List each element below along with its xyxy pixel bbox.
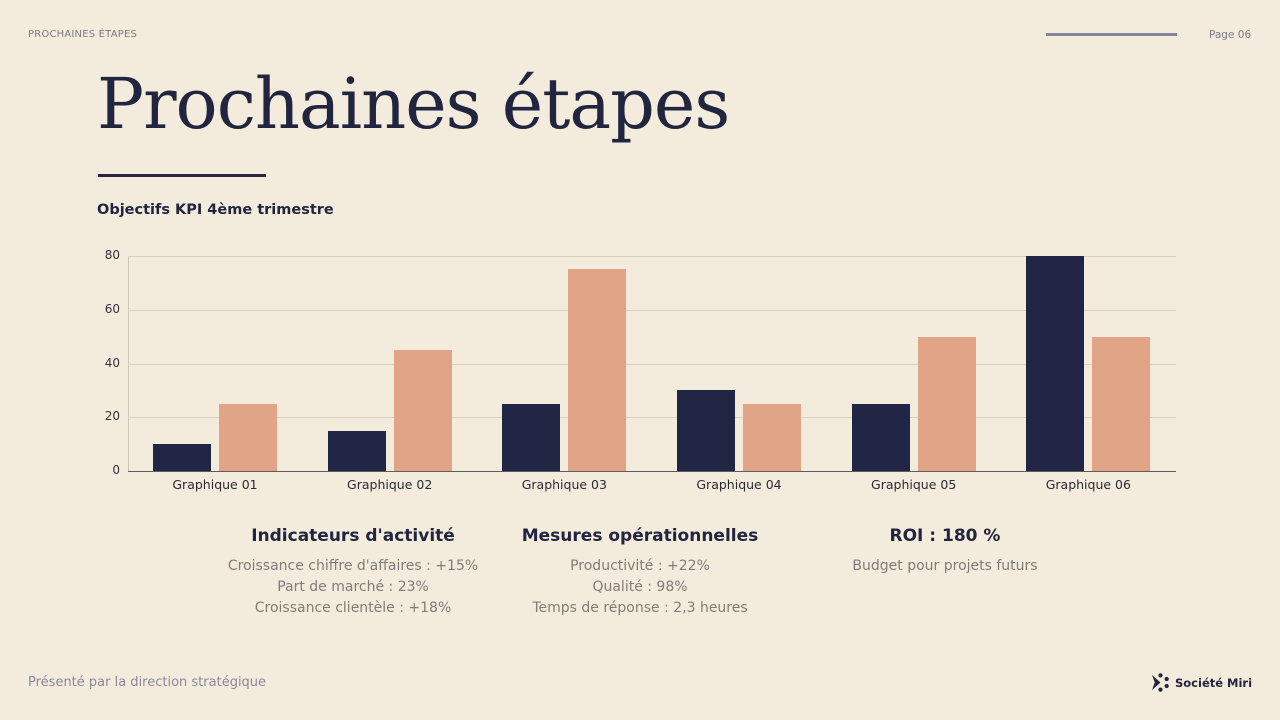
- gridline: [128, 256, 1176, 257]
- kpi-line: Temps de réponse : 2,3 heures: [532, 600, 748, 616]
- header-divider: [1046, 33, 1177, 36]
- bar-series-2: [568, 269, 627, 471]
- bar-series-1: [677, 390, 735, 471]
- section-label: PROCHAINES ÉTAPES: [28, 29, 138, 40]
- kpi-line: Budget pour projets futurs: [852, 558, 1038, 574]
- bar-series-2: [219, 403, 277, 471]
- gridline: [128, 309, 1176, 311]
- kpi-bar-chart: 0 20 40 60 80 Graphique 01 Graphique 02 Graphiq…: [90, 240, 1190, 500]
- y-tick-label: 60: [104, 301, 120, 316]
- kpi-roi: ROI : 180 % Budget pour projets futurs: [805, 526, 1085, 577]
- y-tick-label: 40: [104, 355, 120, 370]
- bar-series-1: [1026, 256, 1085, 471]
- x-category-label: Graphique 04: [696, 477, 782, 492]
- x-category-label: Graphique 01: [172, 477, 258, 492]
- x-axis-line: [128, 470, 1176, 472]
- kpi-heading: Mesures opérationnelles: [521, 526, 759, 546]
- company-logo: Société Miri: [1151, 673, 1252, 692]
- kpi-line: Qualité : 98%: [592, 579, 688, 595]
- title-underline: [98, 174, 266, 177]
- company-name: Société Miri: [1175, 675, 1253, 690]
- kpi-line: Productivité : +22%: [570, 558, 710, 574]
- kpi-line: Croissance clientèle : +18%: [254, 600, 452, 616]
- presenter-credit: Présenté par la direction stratégique: [28, 675, 267, 690]
- page-title: Prochaines étapes: [97, 63, 730, 145]
- asterisk-burst-icon: [1151, 673, 1169, 692]
- bar-series-1: [327, 430, 386, 471]
- y-tick-label: 80: [104, 248, 120, 262]
- page-number: Page 06: [1209, 29, 1252, 41]
- bar-series-2: [1092, 336, 1151, 471]
- bar-series-1: [153, 444, 211, 471]
- x-category-label: Graphique 02: [347, 477, 433, 492]
- gridline: [128, 363, 1176, 365]
- y-tick-label: 20: [104, 409, 120, 424]
- kpi-activity: Indicateurs d'activité Croissance chiffr…: [213, 526, 493, 619]
- bar-series-2: [917, 336, 976, 471]
- x-category-label: Graphique 03: [521, 477, 607, 492]
- bar-series-1: [502, 403, 561, 471]
- kpi-line: Part de marché : 23%: [277, 579, 429, 595]
- kpi-operational: Mesures opérationnelles Productivité : +…: [500, 526, 780, 619]
- x-category-label: Graphique 05: [871, 477, 957, 492]
- bar-series-1: [851, 403, 910, 471]
- gridline: [128, 417, 1176, 419]
- kpi-heading: ROI : 180 %: [889, 526, 1001, 546]
- x-category-label: Graphique 06: [1045, 477, 1131, 492]
- y-tick-label: 0: [112, 463, 120, 477]
- bar-series-2: [393, 350, 452, 471]
- bar-series-2: [743, 403, 801, 471]
- chart-subtitle: Objectifs KPI 4ème trimestre: [97, 202, 334, 218]
- kpi-heading: Indicateurs d'activité: [251, 526, 455, 546]
- kpi-line: Croissance chiffre d'affaires : +15%: [227, 558, 479, 574]
